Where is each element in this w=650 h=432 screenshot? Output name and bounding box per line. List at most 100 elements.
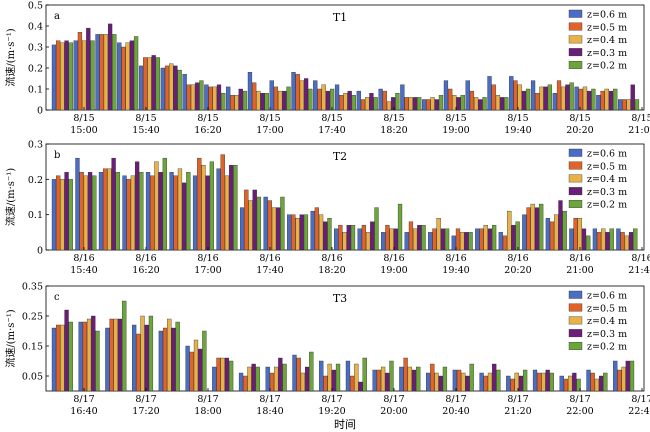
legend: z=0.6 mz=0.5 m z=0.4 m z=0.3 m z=0.2 m (568, 148, 627, 211)
bar (408, 97, 413, 111)
bar (479, 372, 484, 392)
bar (590, 372, 595, 392)
bar (256, 90, 261, 111)
bar (554, 214, 559, 251)
x-tick-label: 8/16 (569, 253, 590, 264)
bar (562, 210, 567, 251)
bar (204, 84, 209, 111)
bar (417, 225, 422, 251)
bar (327, 363, 332, 392)
bar (452, 95, 457, 111)
x-tick-label: 8/16 (135, 253, 156, 264)
bar (75, 157, 80, 251)
legend-label: z=0.6 m (587, 291, 627, 302)
x-tick-label: 20:00 (380, 406, 407, 417)
bar (310, 210, 315, 251)
bar (252, 82, 257, 111)
bar (117, 42, 122, 111)
y-tick-label: 0.05 (22, 372, 43, 383)
bar (347, 90, 352, 111)
bar (426, 372, 431, 392)
bar (510, 378, 515, 392)
bar (620, 232, 625, 251)
bar (586, 235, 591, 251)
legend-swatch (568, 329, 583, 338)
bar (464, 232, 469, 251)
bar (385, 225, 390, 251)
bar (64, 172, 69, 251)
bar (244, 189, 249, 251)
bar (296, 357, 301, 392)
panel-b: 00.10.20.3流速/(m·s⁻¹)b T28/1615:408/1616:2… (4, 140, 650, 277)
bar (630, 84, 635, 111)
bar (86, 27, 91, 111)
bar (134, 161, 140, 251)
bar (317, 88, 322, 111)
bar (83, 175, 88, 251)
bar (186, 84, 191, 111)
bar (483, 225, 488, 251)
bar (158, 330, 163, 392)
bar (526, 207, 531, 251)
bar (378, 88, 383, 111)
x-tick-label: 8/17 (197, 394, 218, 405)
bar (549, 221, 555, 251)
bar (400, 84, 405, 111)
bar (56, 324, 61, 392)
bar (169, 63, 174, 111)
legend-swatch (568, 148, 583, 157)
x-tick-label: 8/17 (73, 394, 94, 405)
bar (136, 333, 141, 392)
x-tick-label: 8/15 (383, 113, 404, 124)
bar (319, 360, 324, 392)
bar (591, 88, 596, 111)
bar (346, 225, 351, 251)
bar (357, 228, 362, 251)
bar (303, 214, 309, 251)
bar (164, 65, 170, 111)
bar (411, 369, 417, 392)
x-tick-label: 8/15 (507, 113, 528, 124)
bar (587, 90, 592, 111)
bar (403, 357, 408, 392)
y-tick-label: 0.1 (28, 85, 43, 96)
bar (455, 228, 461, 251)
bar (243, 375, 248, 392)
bar (242, 90, 248, 111)
y-tick-label: 0.2 (28, 175, 43, 186)
bar (291, 214, 296, 251)
bar (224, 357, 230, 392)
bar (51, 179, 57, 251)
bar (173, 65, 178, 111)
bar (274, 366, 279, 392)
bar (430, 363, 435, 392)
bar (507, 210, 512, 251)
bar (295, 218, 300, 251)
y-tick-label: 0 (37, 246, 43, 257)
bar (572, 372, 577, 392)
bar (492, 363, 497, 392)
bar (199, 80, 204, 111)
legend-swatch (568, 161, 583, 170)
bar (195, 82, 200, 111)
bar (434, 372, 439, 392)
bar (233, 165, 238, 251)
bar (177, 168, 183, 251)
bar (613, 360, 618, 392)
bar (177, 69, 182, 111)
bar (182, 74, 187, 111)
bar (291, 72, 296, 111)
bar (224, 175, 230, 251)
bar (269, 80, 274, 111)
x-tick-label: 15:00 (70, 125, 97, 136)
bar (442, 366, 448, 392)
legend-swatch (568, 316, 583, 325)
bar (444, 228, 450, 251)
bar (133, 36, 139, 111)
bar (598, 375, 604, 392)
x-tick-label: 15:40 (70, 265, 97, 276)
bar (617, 369, 622, 392)
bar (374, 207, 379, 251)
x-tick-label: 8/15 (197, 113, 218, 124)
bar (109, 318, 114, 392)
